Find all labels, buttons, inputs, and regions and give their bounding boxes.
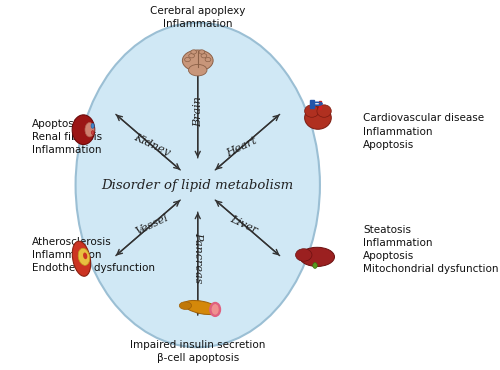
Text: Pancreas: Pancreas (193, 232, 203, 284)
Ellipse shape (188, 64, 207, 76)
Ellipse shape (72, 115, 94, 145)
Ellipse shape (300, 247, 334, 266)
Ellipse shape (78, 248, 90, 265)
Ellipse shape (92, 131, 94, 135)
Ellipse shape (201, 54, 207, 58)
Text: Kidney: Kidney (132, 132, 172, 158)
Ellipse shape (184, 300, 220, 314)
Ellipse shape (76, 23, 320, 347)
Ellipse shape (296, 249, 312, 261)
Ellipse shape (313, 263, 318, 268)
Ellipse shape (199, 50, 204, 54)
FancyArrow shape (310, 100, 314, 108)
Text: Steatosis
Inflammation
Apoptosis
Mitochondrial dysfunction: Steatosis Inflammation Apoptosis Mitocho… (364, 225, 499, 274)
Text: Impaired insulin secretion
β-cell apoptosis: Impaired insulin secretion β-cell apopto… (130, 340, 266, 363)
Text: Atherosclerosis
Inflammation
Endothelial dysfunction: Atherosclerosis Inflammation Endothelial… (32, 237, 155, 273)
Text: Heart: Heart (225, 135, 259, 158)
Ellipse shape (91, 124, 94, 128)
Ellipse shape (188, 54, 194, 58)
Ellipse shape (205, 57, 211, 62)
Ellipse shape (184, 57, 190, 62)
Text: Apoptosis
Renal fibrosis
Inflammation: Apoptosis Renal fibrosis Inflammation (32, 119, 102, 155)
Ellipse shape (304, 105, 319, 117)
Ellipse shape (85, 122, 94, 137)
Ellipse shape (191, 50, 196, 54)
Text: Cerebral apoplexy
Inflammation: Cerebral apoplexy Inflammation (150, 6, 246, 29)
Text: Disorder of lipid metabolism: Disorder of lipid metabolism (102, 178, 294, 192)
Text: Vessel: Vessel (134, 213, 170, 237)
Ellipse shape (317, 105, 332, 117)
Ellipse shape (180, 302, 192, 309)
Ellipse shape (72, 241, 90, 276)
Ellipse shape (304, 106, 332, 129)
Text: Cardiovascular disease
Inflammation
Apoptosis: Cardiovascular disease Inflammation Apop… (364, 113, 484, 150)
FancyArrow shape (318, 101, 322, 109)
Ellipse shape (182, 50, 213, 71)
Text: Liver: Liver (228, 214, 259, 236)
Ellipse shape (83, 253, 87, 259)
Ellipse shape (212, 304, 219, 315)
Text: Brain: Brain (193, 97, 203, 127)
